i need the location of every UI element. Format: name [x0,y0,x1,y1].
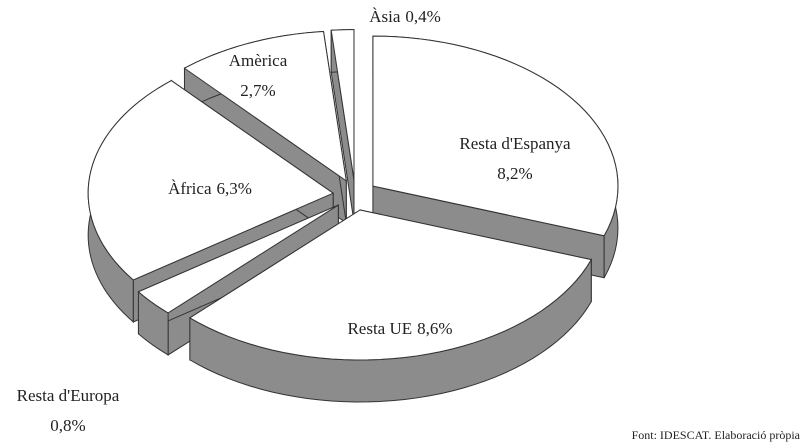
category-label: Resta UE [347,319,412,338]
slice-top [137,204,339,314]
slice-top [87,79,335,281]
value-label: 8,6% [417,319,452,338]
value-label: 2,7% [240,81,275,100]
slice [188,209,593,403]
slice-top [188,209,593,361]
value-label: 0,4% [405,7,440,26]
slice-label: Resta d'Espanya 8,2% [459,134,571,183]
slice-top [372,35,619,237]
category-label: Amèrica [229,51,288,70]
slice-label: Àsia 0,4% [369,7,441,26]
category-label: Resta d'Europa [17,386,120,405]
slice-top [183,30,347,182]
value-label: 8,2% [497,164,532,183]
category-label: Resta d'Espanya [459,134,571,153]
slice-top [330,29,355,180]
value-label: 6,3% [217,179,252,198]
slice [330,29,355,222]
slice-label: Resta d'Europa 0,8% [17,386,120,435]
value-label: 0,8% [50,416,85,435]
slice-label: Resta UE 8,6% [347,319,452,338]
slice-label: Amèrica 2,7% [229,51,288,100]
category-label: Àfrica [168,179,212,198]
slice-label: Àfrica 6,3% [168,179,252,198]
source: Font: IDESCAT. Elaboració pròpia [632,428,801,442]
category-label: Àsia [369,7,401,26]
